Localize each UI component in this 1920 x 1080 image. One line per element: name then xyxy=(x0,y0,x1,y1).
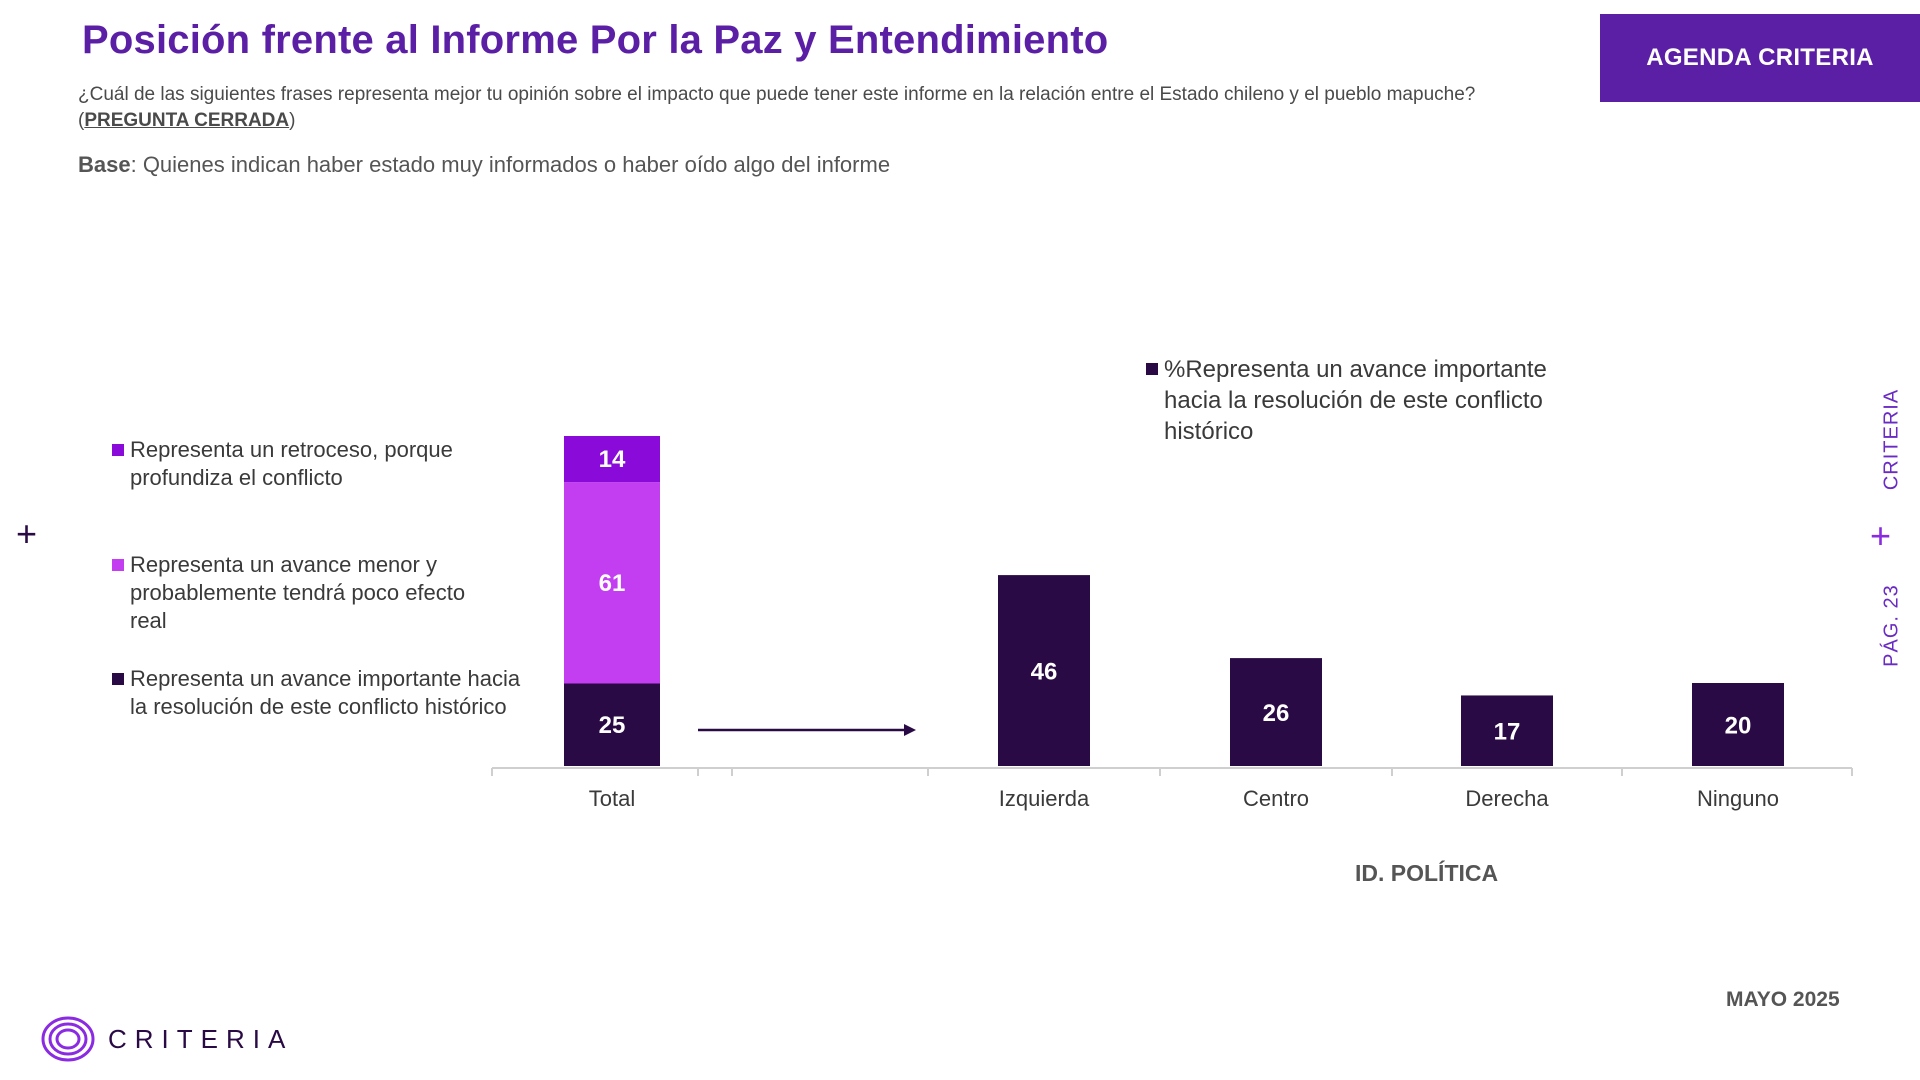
bar-izquierda xyxy=(998,575,1090,766)
legend-swatch-avance-menor xyxy=(112,559,124,571)
base-label: Base xyxy=(78,152,131,177)
total-bar-segment-1 xyxy=(564,482,660,684)
legend-item-retroceso: Representa un retroceso, porque profundi… xyxy=(112,436,522,492)
total-bar-segment-0 xyxy=(564,683,660,766)
total-bar-label-1: 61 xyxy=(599,570,626,597)
bar-ninguno xyxy=(1692,683,1784,766)
bar-label-derecha: 17 xyxy=(1494,719,1521,746)
base-note: Base: Quienes indican haber estado muy i… xyxy=(78,152,890,178)
total-bar-label-0: 25 xyxy=(599,712,626,739)
criteria-logo-text: CRITERIA xyxy=(108,1023,294,1054)
legend-right: %Representa un avance importante hacia l… xyxy=(1146,354,1586,447)
legend-label-retroceso: Representa un retroceso, porque profundi… xyxy=(130,437,453,490)
plus-icon-right: + xyxy=(1870,515,1892,556)
legend-label-avance-importante: Representa un avance importante hacia la… xyxy=(130,666,521,719)
legend-item-avance-importante: Representa un avance importante hacia la… xyxy=(112,665,522,721)
base-text: : Quienes indican haber estado muy infor… xyxy=(130,152,891,177)
bar-centro xyxy=(1230,658,1322,766)
total-bar-label-2: 14 xyxy=(599,446,626,473)
criteria-logo-icon xyxy=(41,1016,95,1062)
x-tick-label-total: Total xyxy=(589,786,635,811)
page-title: Posición frente al Informe Por la Paz y … xyxy=(82,18,1109,62)
bar-label-centro: 26 xyxy=(1263,700,1290,727)
report-date: MAYO 2025 xyxy=(1726,988,1840,1011)
agenda-criteria-badge: AGENDA CRITERIA xyxy=(1600,14,1920,102)
question-text: ¿Cuál de las siguientes frases represent… xyxy=(78,82,1558,134)
question-type-tag: PREGUNTA CERRADA xyxy=(84,110,290,131)
x-axis-title: ID. POLÍTICA xyxy=(1355,860,1499,886)
legend-swatch-avance-importante xyxy=(112,673,124,685)
x-tick-label-derecha: Derecha xyxy=(1465,786,1549,811)
bar-label-ninguno: 20 xyxy=(1725,713,1752,740)
legend-swatch-right xyxy=(1146,363,1158,375)
plus-icon-left: + xyxy=(16,513,38,554)
legend-label-right: %Representa un avance importante hacia l… xyxy=(1164,356,1547,445)
x-tick-label-ninguno: Ninguno xyxy=(1697,786,1779,811)
total-bar-segment-2 xyxy=(564,436,660,483)
x-tick-label-izquierda: Izquierda xyxy=(999,786,1090,811)
legend-item-avance-menor: Representa un avance menor y probablemen… xyxy=(112,551,492,635)
criteria-logo: CRITERIA xyxy=(40,1014,293,1064)
bar-label-izquierda: 46 xyxy=(1031,659,1058,686)
legend-swatch-retroceso xyxy=(112,444,124,456)
arrow-head-icon xyxy=(904,724,916,736)
x-tick-label-centro: Centro xyxy=(1243,786,1309,811)
question-close: ) xyxy=(289,110,296,131)
legend-label-avance-menor: Representa un avance menor y probablemen… xyxy=(130,552,466,633)
question-body: ¿Cuál de las siguientes frases represent… xyxy=(78,84,1476,131)
bar-derecha xyxy=(1461,695,1553,766)
